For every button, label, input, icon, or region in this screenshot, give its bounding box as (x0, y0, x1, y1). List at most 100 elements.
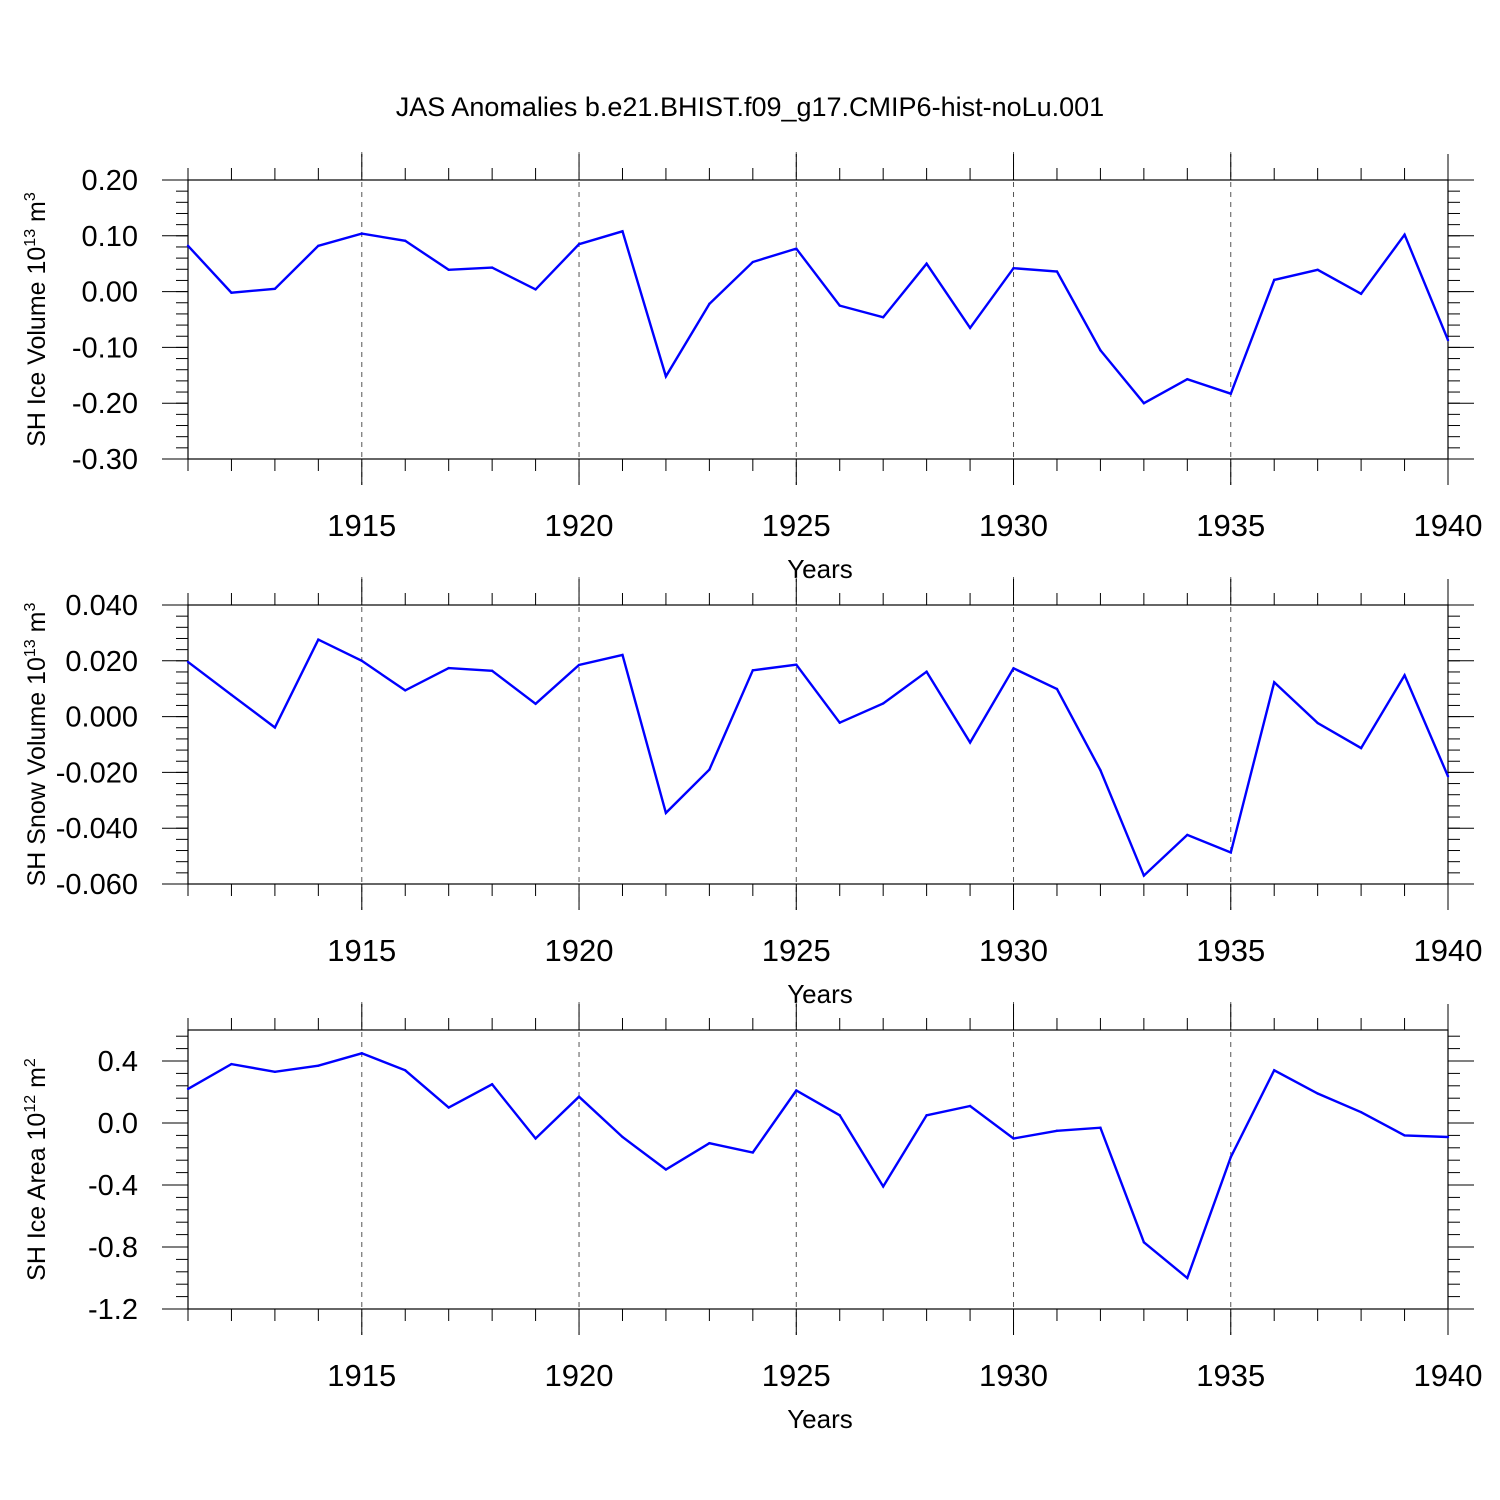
data-point (447, 1106, 450, 1109)
data-point (186, 660, 190, 664)
y-tick-label: -0.040 (56, 813, 138, 845)
y-axis-label-text: m (23, 201, 51, 229)
data-point (230, 693, 233, 697)
data-point (1359, 746, 1363, 750)
x-tick-label: 1915 (327, 508, 396, 543)
x-tick-label: 1925 (762, 933, 831, 968)
chart-panel-2: 0.040 0.020 0.000 -0.020 -0.040 -0.060 1915 192… (22, 577, 1482, 1009)
x-tick-label: 1935 (1196, 933, 1265, 968)
data-point (577, 242, 581, 246)
data-point (404, 1069, 407, 1072)
data-point (751, 669, 755, 672)
data-point (490, 266, 494, 269)
y-axis-label: SH Ice Area 1012 m2 (22, 1058, 51, 1281)
data-point (751, 260, 755, 264)
data-series-line (187, 229, 1450, 405)
y-axis-label: SH Ice Volume 1013 m3 (22, 192, 51, 447)
data-point (186, 244, 190, 248)
y-tick-label: 0.0 (98, 1108, 138, 1140)
y-axis-label-superscript: 2 (22, 1058, 39, 1067)
y-axis-label-superscript: 3 (22, 603, 39, 612)
x-tick-label: 1940 (1414, 508, 1483, 543)
data-point (534, 288, 537, 291)
data-point (1186, 833, 1189, 837)
data-point (664, 1168, 668, 1171)
data-point (360, 659, 363, 662)
x-tick-label: 1930 (979, 1358, 1048, 1393)
x-tick-label: 1935 (1196, 1358, 1265, 1393)
data-point (1273, 278, 1276, 282)
data-point (1273, 1069, 1276, 1072)
data-point (708, 768, 711, 771)
panels: 0.20 0.10 0.00 -0.10 -0.20 -0.30 1915 1920 1925 1… (22, 152, 1482, 1434)
x-tick-label: 1930 (979, 508, 1048, 543)
data-point (273, 1070, 277, 1074)
plot-frame (187, 604, 1449, 885)
data-point (1055, 687, 1059, 691)
data-point (1099, 1126, 1102, 1129)
y-axis-label-text: m (23, 612, 51, 640)
x-tick-label: 1925 (762, 508, 831, 543)
data-point (621, 230, 624, 233)
y-axis-label-text: SH Snow Volume 10 (23, 657, 51, 886)
y-axis-label-superscript: 13 (22, 229, 39, 247)
y-tick-label: 0.20 (82, 165, 138, 197)
x-tick-label: 1920 (545, 933, 614, 968)
y-axis-label-text: SH Ice Volume 10 (23, 247, 51, 447)
data-point (1099, 768, 1102, 772)
y-tick-label: -0.10 (72, 332, 138, 364)
x-tick-label: 1940 (1414, 933, 1483, 968)
chart-title: JAS Anomalies b.e21.BHIST.f09_g17.CMIP6-… (396, 92, 1104, 122)
data-point (795, 247, 798, 250)
x-tick-label: 1915 (327, 933, 396, 968)
plot-frame (187, 1029, 1449, 1310)
plot-frame (187, 179, 1449, 460)
y-tick-label: 0.00 (82, 277, 138, 309)
y-tick-label: -0.020 (56, 757, 138, 789)
y-axis-label-text: m (23, 1067, 51, 1095)
data-point (1359, 1110, 1363, 1114)
data-point (795, 663, 798, 666)
data-point (1273, 681, 1276, 684)
data-point (708, 1141, 711, 1145)
data-point (1142, 1241, 1146, 1244)
x-tick-label: 1920 (545, 508, 614, 543)
y-axis-label-text: SH Ice Area 10 (23, 1113, 51, 1281)
data-point (447, 268, 450, 272)
data-point (968, 741, 972, 744)
data-point (1229, 392, 1232, 395)
data-point (881, 316, 885, 319)
data-point (1055, 1129, 1059, 1132)
y-tick-label: 0.4 (98, 1046, 138, 1078)
data-point (751, 1151, 755, 1154)
data-point (838, 1114, 841, 1117)
data-point (1055, 270, 1059, 273)
data-point (1446, 775, 1450, 778)
x-axis-label: Years (787, 979, 853, 1009)
data-point (360, 1052, 363, 1055)
data-point (708, 302, 711, 306)
data-point (621, 653, 624, 657)
y-tick-label: -0.20 (72, 388, 138, 420)
data-point (1229, 1155, 1232, 1159)
data-point (968, 326, 972, 330)
data-point (925, 262, 928, 265)
data-point (317, 1064, 320, 1067)
data-point (881, 702, 885, 705)
data-point (1012, 266, 1015, 270)
y-tick-label: 0.020 (65, 646, 138, 678)
x-tick-label: 1935 (1196, 508, 1265, 543)
data-point (838, 304, 841, 307)
data-point (1403, 1134, 1406, 1137)
data-point (490, 669, 494, 673)
data-point (1142, 874, 1146, 877)
data-point (838, 721, 841, 724)
data-point (664, 375, 668, 378)
data-point (577, 1095, 581, 1098)
data-point (447, 666, 450, 670)
data-series-line (187, 1052, 1449, 1281)
data-point (490, 1083, 494, 1086)
data-point (317, 244, 320, 248)
data-point (230, 291, 233, 294)
